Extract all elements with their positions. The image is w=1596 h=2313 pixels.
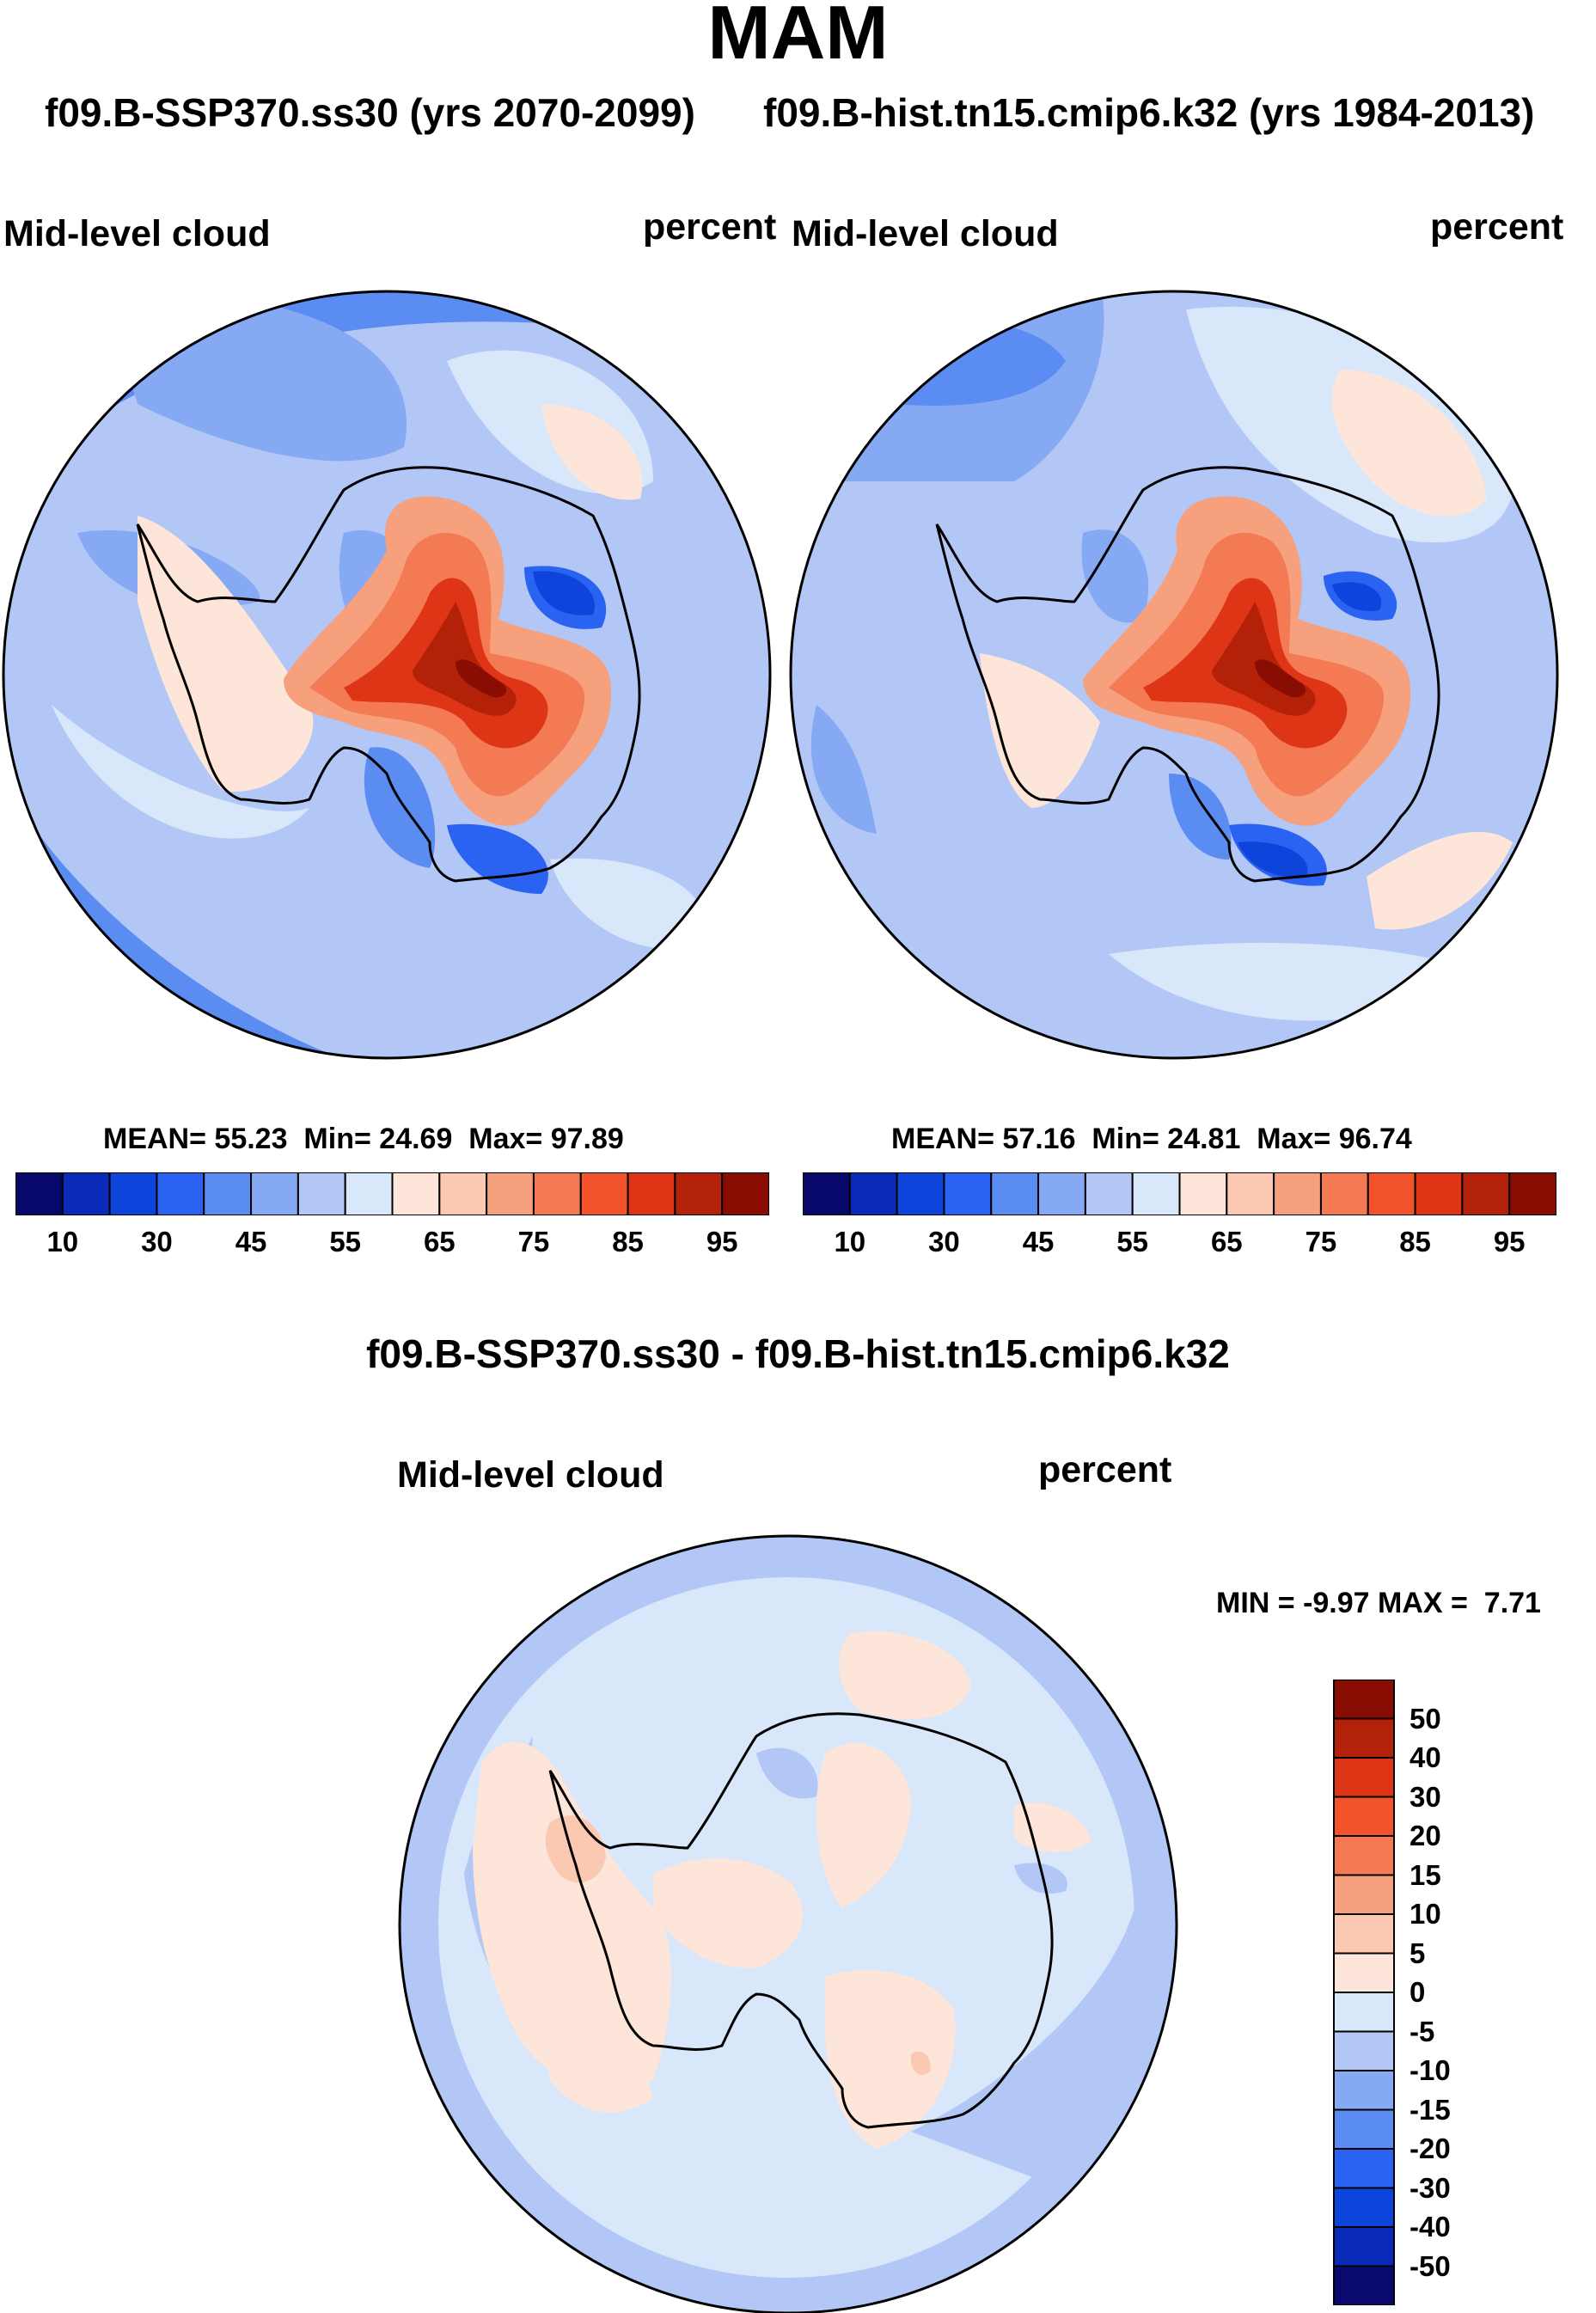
diff-min-value: -9.97 xyxy=(1303,1587,1370,1619)
right-colorbar-tick-label: 85 xyxy=(1399,1226,1431,1257)
diff-max-label: MAX = xyxy=(1378,1587,1468,1619)
right-colorbar-swatch xyxy=(1367,1172,1416,1215)
diff-colorbar-swatch xyxy=(1333,1913,1395,1955)
right-panel-units: percent xyxy=(1430,206,1564,248)
diff-colorbar-tick-label: -15 xyxy=(1409,2093,1451,2126)
right-colorbar-swatch xyxy=(1178,1172,1228,1215)
right-colorbar-swatch xyxy=(990,1172,1040,1215)
diff-colorbar-swatch xyxy=(1333,2265,1395,2305)
diff-colorbar-tick-label: 0 xyxy=(1409,1976,1426,2008)
left-max-label: Max= xyxy=(468,1123,543,1155)
diff-colorbar-tick-label: -30 xyxy=(1409,2171,1451,2204)
diff-max-value: 7.71 xyxy=(1483,1587,1541,1619)
left-colorbar-tick-label: 55 xyxy=(329,1226,362,1257)
left-min-label: Min= xyxy=(303,1123,371,1155)
right-colorbar-ticks: 10 30 45 55 65 75 85 95 xyxy=(803,1226,1556,1264)
diff-colorbar-tick-label: -50 xyxy=(1409,2249,1451,2282)
diff-panel-units: percent xyxy=(1038,1449,1172,1490)
right-colorbar-tick-label: 55 xyxy=(1116,1226,1149,1257)
diff-colorbar-swatch xyxy=(1333,1717,1395,1759)
left-colorbar-swatch xyxy=(108,1172,158,1215)
diff-colorbar-swatch xyxy=(1333,1874,1395,1915)
left-colorbar xyxy=(15,1172,769,1215)
diff-colorbar-swatch xyxy=(1333,2108,1395,2150)
diff-colorbar-tick-label: 30 xyxy=(1409,1780,1441,1813)
diff-colorbar-tick-label: 15 xyxy=(1409,1858,1441,1891)
diff-colorbar-swatch xyxy=(1333,1796,1395,1837)
left-stats: MEAN= 55.23 Min= 24.69 Max= 97.89 xyxy=(103,1123,624,1156)
diff-panel-variable: Mid-level cloud xyxy=(397,1454,664,1496)
left-colorbar-swatch xyxy=(532,1172,582,1215)
right-min-value: 24.81 xyxy=(1167,1123,1241,1155)
right-colorbar-swatch xyxy=(1037,1172,1086,1215)
left-max-value: 97.89 xyxy=(550,1123,624,1155)
left-colorbar-swatch xyxy=(61,1172,111,1215)
right-min-label: Min= xyxy=(1092,1123,1159,1155)
right-colorbar-swatch xyxy=(1131,1172,1181,1215)
diff-colorbar-swatch xyxy=(1333,2187,1395,2228)
difference-colorbar xyxy=(1333,1680,1395,2305)
diff-colorbar-tick-label: 10 xyxy=(1409,1898,1441,1930)
diff-colorbar-tick-label: 40 xyxy=(1409,1741,1441,1773)
right-colorbar-tick-label: 95 xyxy=(1493,1226,1526,1257)
difference-colorbar-ticks: -50 -40 -30 -20 -15 -10 -5 0 5 10 15 20 30 40 50 xyxy=(1409,1680,1530,2305)
diff-colorbar-swatch xyxy=(1333,1952,1395,1993)
left-colorbar-tick-label: 95 xyxy=(706,1226,738,1257)
diff-stats: MIN = -9.97 MAX = 7.71 xyxy=(1216,1587,1541,1620)
diff-colorbar-tick-label: -20 xyxy=(1409,2132,1451,2164)
left-colorbar-swatch xyxy=(721,1172,769,1215)
right-colorbar-tick-label: 75 xyxy=(1305,1226,1337,1257)
right-stats: MEAN= 57.16 Min= 24.81 Max= 96.74 xyxy=(891,1123,1412,1156)
diff-min-label: MIN = xyxy=(1216,1587,1295,1619)
difference-title: f09.B-SSP370.ss30 - f09.B-hist.tn15.cmip… xyxy=(366,1331,1230,1376)
right-panel-variable: Mid-level cloud xyxy=(792,213,1059,254)
left-panel-variable: Mid-level cloud xyxy=(3,213,271,254)
right-max-label: Max= xyxy=(1257,1123,1331,1155)
right-max-value: 96.74 xyxy=(1338,1123,1412,1155)
left-colorbar-tick-label: 75 xyxy=(517,1226,550,1257)
diff-colorbar-swatch xyxy=(1333,1835,1395,1876)
diff-colorbar-tick-label: -10 xyxy=(1409,2054,1451,2086)
diff-colorbar-swatch xyxy=(1333,2070,1395,2111)
diff-colorbar-swatch xyxy=(1333,2030,1395,2071)
diff-colorbar-tick-label: 50 xyxy=(1409,1702,1441,1735)
diff-colorbar-tick-label: -5 xyxy=(1409,2015,1435,2047)
right-mean-label: MEAN= xyxy=(891,1123,994,1155)
diff-colorbar-swatch xyxy=(1333,2226,1395,2267)
right-colorbar-tick-label: 10 xyxy=(834,1226,866,1257)
main-title: MAM xyxy=(707,0,889,75)
right-colorbar xyxy=(803,1172,1556,1215)
left-colorbar-tick-label: 45 xyxy=(235,1226,267,1257)
diff-colorbar-tick-label: 5 xyxy=(1409,1937,1426,1969)
left-panel-units: percent xyxy=(643,206,777,248)
left-colorbar-tick-label: 85 xyxy=(612,1226,644,1257)
right-colorbar-tick-label: 65 xyxy=(1210,1226,1243,1257)
left-mean-value: 55.23 xyxy=(214,1123,288,1155)
diff-colorbar-swatch xyxy=(1333,1757,1395,1798)
left-colorbar-tick-label: 30 xyxy=(141,1226,173,1257)
right-colorbar-swatch xyxy=(1226,1172,1275,1215)
diff-colorbar-swatch xyxy=(1333,1992,1395,2033)
right-case-title: f09.B-hist.tn15.cmip6.k32 (yrs 1984-2013… xyxy=(763,90,1535,135)
right-colorbar-swatch xyxy=(1508,1172,1556,1215)
diff-colorbar-swatch xyxy=(1333,1680,1395,1720)
left-colorbar-swatch xyxy=(15,1172,64,1215)
diff-colorbar-swatch xyxy=(1333,2148,1395,2189)
left-colorbar-swatch xyxy=(203,1172,253,1215)
left-colorbar-ticks: 10 30 45 55 65 75 85 95 xyxy=(15,1226,769,1264)
left-colorbar-swatch xyxy=(627,1172,676,1215)
left-mean-label: MEAN= xyxy=(103,1123,206,1155)
left-min-value: 24.69 xyxy=(379,1123,453,1155)
left-case-title: f09.B-SSP370.ss30 (yrs 2070-2099) xyxy=(45,90,695,135)
right-mean-value: 57.16 xyxy=(1002,1123,1076,1155)
diff-colorbar-tick-label: -40 xyxy=(1409,2211,1451,2243)
right-colorbar-tick-label: 45 xyxy=(1022,1226,1055,1257)
left-colorbar-tick-label: 65 xyxy=(423,1226,456,1257)
diff-colorbar-tick-label: 20 xyxy=(1409,1820,1441,1851)
right-colorbar-tick-label: 30 xyxy=(928,1226,960,1257)
left-colorbar-tick-label: 10 xyxy=(46,1226,79,1257)
